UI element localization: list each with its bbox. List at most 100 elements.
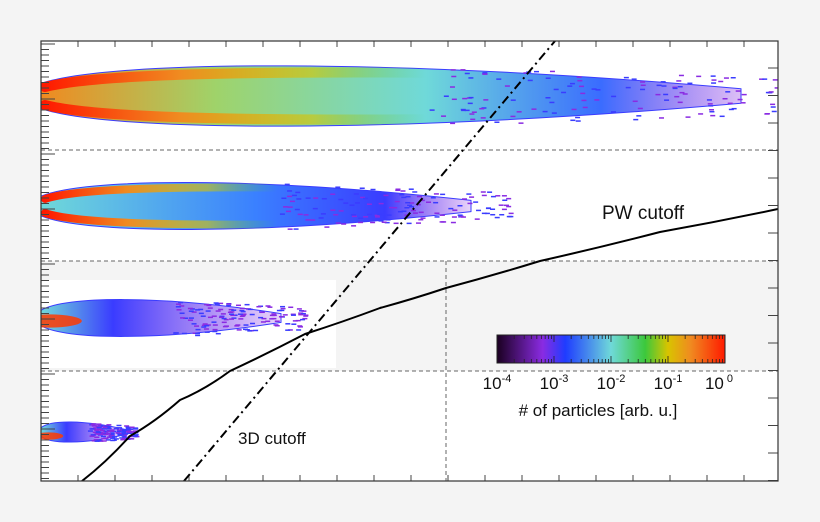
particle-speck (96, 433, 102, 435)
particle-speck (359, 187, 365, 189)
particle-speck (261, 317, 267, 320)
particle-speck (235, 324, 241, 326)
particle-speck (610, 111, 616, 114)
particle-speck (206, 304, 212, 307)
particle-speck (111, 436, 117, 438)
particle-speck (580, 92, 586, 95)
particle-speck (238, 318, 244, 320)
particle-speck (498, 204, 504, 206)
particle-speck (195, 328, 201, 331)
particle-speck (389, 206, 395, 209)
particle-speck (247, 308, 253, 311)
particle-speck (221, 317, 227, 320)
particle-speck (474, 218, 480, 220)
particle-speck (124, 429, 130, 432)
particle-speck (545, 77, 551, 79)
particle-speck (640, 84, 646, 87)
particle-speck (116, 430, 122, 433)
particle-speck (231, 317, 237, 319)
particle-speck (430, 197, 436, 199)
particle-speck (805, 86, 810, 88)
particle-speck (687, 82, 693, 85)
particle-speck (656, 84, 662, 87)
particle-speck (408, 206, 414, 208)
particle-speck (280, 307, 286, 310)
particle-speck (286, 210, 292, 213)
particle-speck (243, 324, 249, 326)
particle-speck (267, 306, 273, 308)
particle-speck (640, 88, 646, 91)
particle-speck (381, 221, 387, 223)
particle-speck (386, 214, 392, 216)
particle-speck (129, 426, 135, 429)
particle-speck (508, 212, 514, 215)
particle-speck (106, 424, 112, 426)
particle-speck (212, 330, 218, 333)
particle-speck (696, 75, 702, 78)
panel-separators (41, 149, 778, 481)
particle-speck (259, 311, 265, 314)
particle-speck (239, 309, 245, 312)
particle-speck (553, 88, 559, 91)
particle-speck (611, 95, 617, 98)
particle-speck (301, 310, 307, 312)
particle-speck (394, 200, 400, 203)
particle-speck (804, 102, 809, 104)
particle-speck (731, 107, 737, 110)
particle-speck (575, 116, 581, 119)
particle-speck (195, 309, 201, 311)
particle-speck (295, 191, 301, 194)
particle-speck (101, 428, 107, 430)
particle-speck (258, 316, 264, 319)
particle-speck (506, 197, 512, 200)
particle-speck (682, 93, 688, 95)
particle-speck (510, 99, 516, 101)
particle-speck (399, 193, 405, 196)
particle-speck (90, 424, 96, 426)
particle-speck (740, 102, 746, 104)
particle-speck (278, 316, 284, 318)
particle-speck (132, 435, 138, 438)
particle-speck (595, 89, 601, 91)
particle-speck (481, 212, 487, 215)
particle-speck (358, 217, 364, 219)
particle-speck (770, 103, 776, 106)
particle-speck (397, 210, 403, 213)
particle-speck (395, 188, 401, 190)
particle-speck (401, 196, 407, 199)
particle-speck (99, 433, 105, 436)
particle-speck (302, 317, 308, 320)
particle-speck (481, 194, 487, 197)
particle-speck (205, 310, 211, 312)
particle-speck (335, 222, 341, 224)
particle-speck (707, 103, 713, 105)
particle-speck (366, 203, 372, 205)
heatmap-panel-1 (41, 65, 815, 127)
particle-speck (121, 434, 127, 437)
particle-speck (239, 307, 245, 310)
particle-speck (727, 102, 733, 105)
particle-speck (467, 202, 473, 205)
particle-speck (330, 209, 336, 211)
particle-speck (795, 110, 800, 112)
particle-speck (370, 221, 376, 224)
particle-speck (418, 218, 424, 221)
particle-speck (105, 439, 111, 441)
particle-speck (228, 308, 234, 311)
particle-speck (96, 423, 102, 425)
particle-speck (810, 101, 815, 103)
particle-speck (631, 78, 637, 80)
particle-speck (378, 202, 384, 205)
high-density-core (41, 314, 82, 328)
particle-speck (462, 97, 468, 100)
particle-speck (405, 195, 411, 198)
particle-speck (672, 86, 678, 89)
particle-speck (476, 209, 482, 212)
particle-speck (312, 207, 318, 210)
particle-speck (443, 95, 449, 97)
particle-speck (296, 308, 302, 310)
particle-speck (783, 78, 788, 80)
particle-speck (290, 314, 296, 316)
particle-speck (341, 223, 347, 225)
particle-speck (353, 193, 359, 195)
